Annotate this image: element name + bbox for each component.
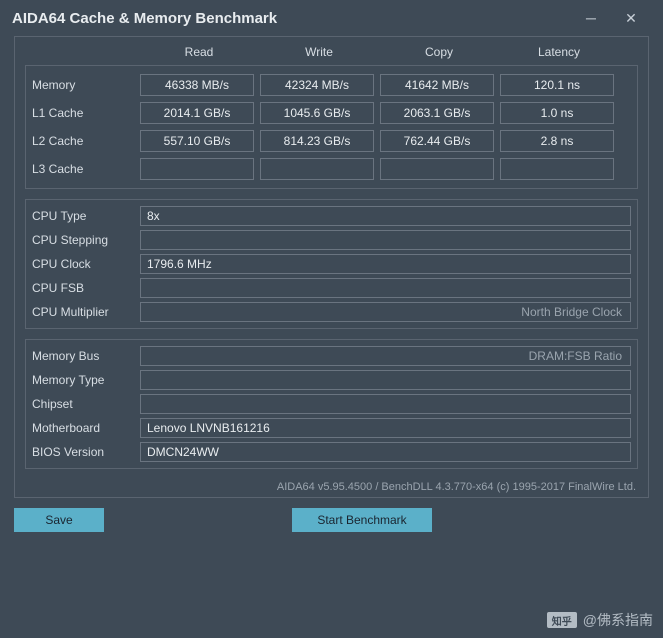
info-row: Memory Type (32, 370, 631, 390)
bench-cell[interactable] (140, 158, 254, 180)
bench-row-label: L2 Cache (32, 134, 140, 148)
info-label: BIOS Version (32, 445, 140, 459)
bench-row: L3 Cache (32, 158, 631, 180)
bench-row-label: Memory (32, 78, 140, 92)
bench-cell[interactable] (380, 158, 494, 180)
watermark: 知乎 @佛系指南 (547, 610, 653, 630)
bench-cell[interactable]: 762.44 GB/s (380, 130, 494, 152)
info-value: 1796.6 MHz (147, 257, 212, 271)
info-label: Chipset (32, 397, 140, 411)
info-cell: North Bridge Clock (140, 302, 631, 322)
bench-row-label: L3 Cache (32, 162, 140, 176)
info-label: Motherboard (32, 421, 140, 435)
info-row: CPU Multiplier North Bridge Clock (32, 302, 631, 322)
col-read: Read (139, 45, 259, 59)
save-button[interactable]: Save (14, 508, 104, 532)
footer-text: AIDA64 v5.95.4500 / BenchDLL 4.3.770-x64… (25, 479, 638, 493)
watermark-text: @佛系指南 (583, 610, 653, 630)
info-row: BIOS Version DMCN24WW (32, 442, 631, 462)
bench-cell[interactable]: 1.0 ns (500, 102, 614, 124)
bench-cell[interactable]: 41642 MB/s (380, 74, 494, 96)
column-headers: Read Write Copy Latency (25, 45, 638, 59)
info-cell: Lenovo LNVNB161216 (140, 418, 631, 438)
bench-cell[interactable]: 46338 MB/s (140, 74, 254, 96)
info-label: Memory Type (32, 373, 140, 387)
memory-info-block: Memory Bus DRAM:FSB Ratio Memory Type Chips… (25, 339, 638, 469)
col-write: Write (259, 45, 379, 59)
info-label: CPU Stepping (32, 233, 140, 247)
info-cell: 1796.6 MHz (140, 254, 631, 274)
bench-cell[interactable]: 2063.1 GB/s (380, 102, 494, 124)
content-panel: Read Write Copy Latency Memory46338 MB/s… (14, 36, 649, 498)
info-value: 8x (147, 209, 160, 223)
info-label: Memory Bus (32, 349, 140, 363)
bench-row: Memory46338 MB/s 42324 MB/s 41642 MB/s 120.… (32, 74, 631, 96)
info-label: CPU Clock (32, 257, 140, 271)
info-cell: 8x (140, 206, 631, 226)
info-row: Chipset (32, 394, 631, 414)
bench-cell[interactable] (500, 158, 614, 180)
info-row: CPU Clock 1796.6 MHz (32, 254, 631, 274)
start-benchmark-button[interactable]: Start Benchmark (292, 508, 432, 532)
benchmark-grid: Memory46338 MB/s 42324 MB/s 41642 MB/s 120.… (25, 65, 638, 189)
minimize-button[interactable]: ─ (571, 3, 611, 33)
info-cell (140, 230, 631, 250)
info-row: CPU Stepping (32, 230, 631, 250)
col-latency: Latency (499, 45, 619, 59)
info-row: Motherboard Lenovo LNVNB161216 (32, 418, 631, 438)
info-cell: DRAM:FSB Ratio (140, 346, 631, 366)
bench-row-label: L1 Cache (32, 106, 140, 120)
info-label: CPU FSB (32, 281, 140, 295)
button-row: Save Start Benchmark (0, 498, 663, 532)
info-value: Lenovo LNVNB161216 (147, 421, 270, 435)
zhihu-logo-icon: 知乎 (547, 612, 577, 628)
bench-row: L1 Cache2014.1 GB/s 1045.6 GB/s 2063.1 GB/… (32, 102, 631, 124)
info-row: CPU FSB (32, 278, 631, 298)
info-right-label: North Bridge Clock (521, 305, 622, 319)
info-label: CPU Type (32, 209, 140, 223)
bench-cell[interactable] (260, 158, 374, 180)
info-cell: DMCN24WW (140, 442, 631, 462)
bench-row: L2 Cache557.10 GB/s 814.23 GB/s 762.44 GB/… (32, 130, 631, 152)
bench-cell[interactable]: 2.8 ns (500, 130, 614, 152)
info-right-label: DRAM:FSB Ratio (529, 349, 622, 363)
bench-cell[interactable]: 814.23 GB/s (260, 130, 374, 152)
bench-cell[interactable]: 42324 MB/s (260, 74, 374, 96)
close-button[interactable]: ✕ (611, 3, 651, 33)
info-cell (140, 394, 631, 414)
info-label: CPU Multiplier (32, 305, 140, 319)
info-cell (140, 278, 631, 298)
window-title: AIDA64 Cache & Memory Benchmark (12, 10, 571, 27)
titlebar: AIDA64 Cache & Memory Benchmark ─ ✕ (0, 0, 663, 36)
col-copy: Copy (379, 45, 499, 59)
bench-cell[interactable]: 557.10 GB/s (140, 130, 254, 152)
info-cell (140, 370, 631, 390)
info-row: CPU Type 8x (32, 206, 631, 226)
info-row: Memory Bus DRAM:FSB Ratio (32, 346, 631, 366)
bench-cell[interactable]: 1045.6 GB/s (260, 102, 374, 124)
bench-cell[interactable]: 2014.1 GB/s (140, 102, 254, 124)
info-value: DMCN24WW (147, 445, 219, 459)
bench-cell[interactable]: 120.1 ns (500, 74, 614, 96)
cpu-info-block: CPU Type 8x CPU Stepping CPU Clock 1796.6 MH… (25, 199, 638, 329)
